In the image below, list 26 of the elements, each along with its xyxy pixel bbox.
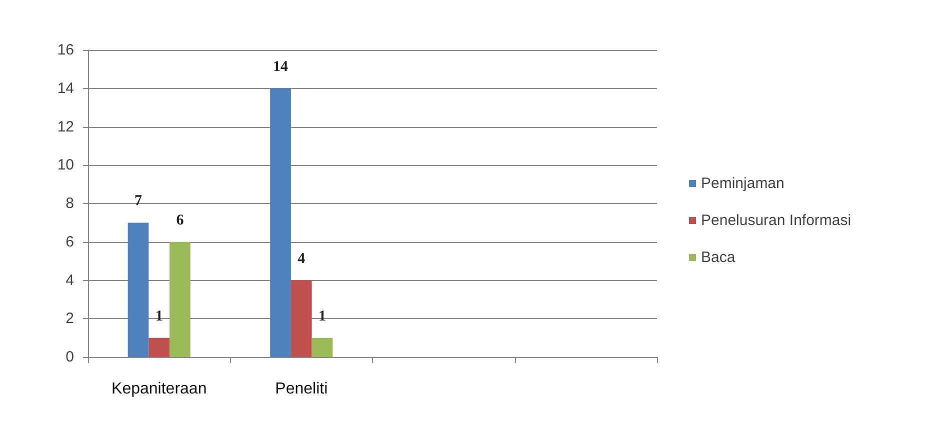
data-label: 1 — [155, 308, 163, 324]
bar — [170, 242, 190, 357]
y-tick-label: 2 — [66, 310, 74, 328]
data-label: 1 — [318, 308, 326, 324]
legend-label: Baca — [701, 249, 736, 266]
legend-label: Penelusuran Informasi — [701, 212, 852, 229]
y-tick-label: 4 — [66, 272, 74, 289]
y-tick-label: 8 — [66, 195, 74, 212]
data-label: 14 — [273, 58, 289, 75]
x-tick-label: Kepaniteraan — [112, 380, 207, 398]
bar — [312, 338, 333, 357]
legend-label: Peminjaman — [701, 175, 784, 192]
y-tick-label: 12 — [57, 118, 74, 136]
data-label: 6 — [176, 212, 184, 228]
bar — [148, 338, 170, 357]
bar — [128, 222, 149, 357]
x-tick-label: Peneliti — [275, 380, 328, 398]
data-label: 7 — [134, 193, 143, 210]
bar — [270, 88, 291, 357]
y-tick-label: 10 — [57, 156, 74, 174]
y-tick-label: 6 — [66, 233, 74, 250]
y-tick-label: 0 — [66, 348, 74, 366]
y-tick-label: 14 — [57, 80, 74, 97]
data-label: 4 — [298, 250, 306, 267]
bar — [290, 280, 312, 357]
y-tick-label: 16 — [57, 42, 74, 58]
